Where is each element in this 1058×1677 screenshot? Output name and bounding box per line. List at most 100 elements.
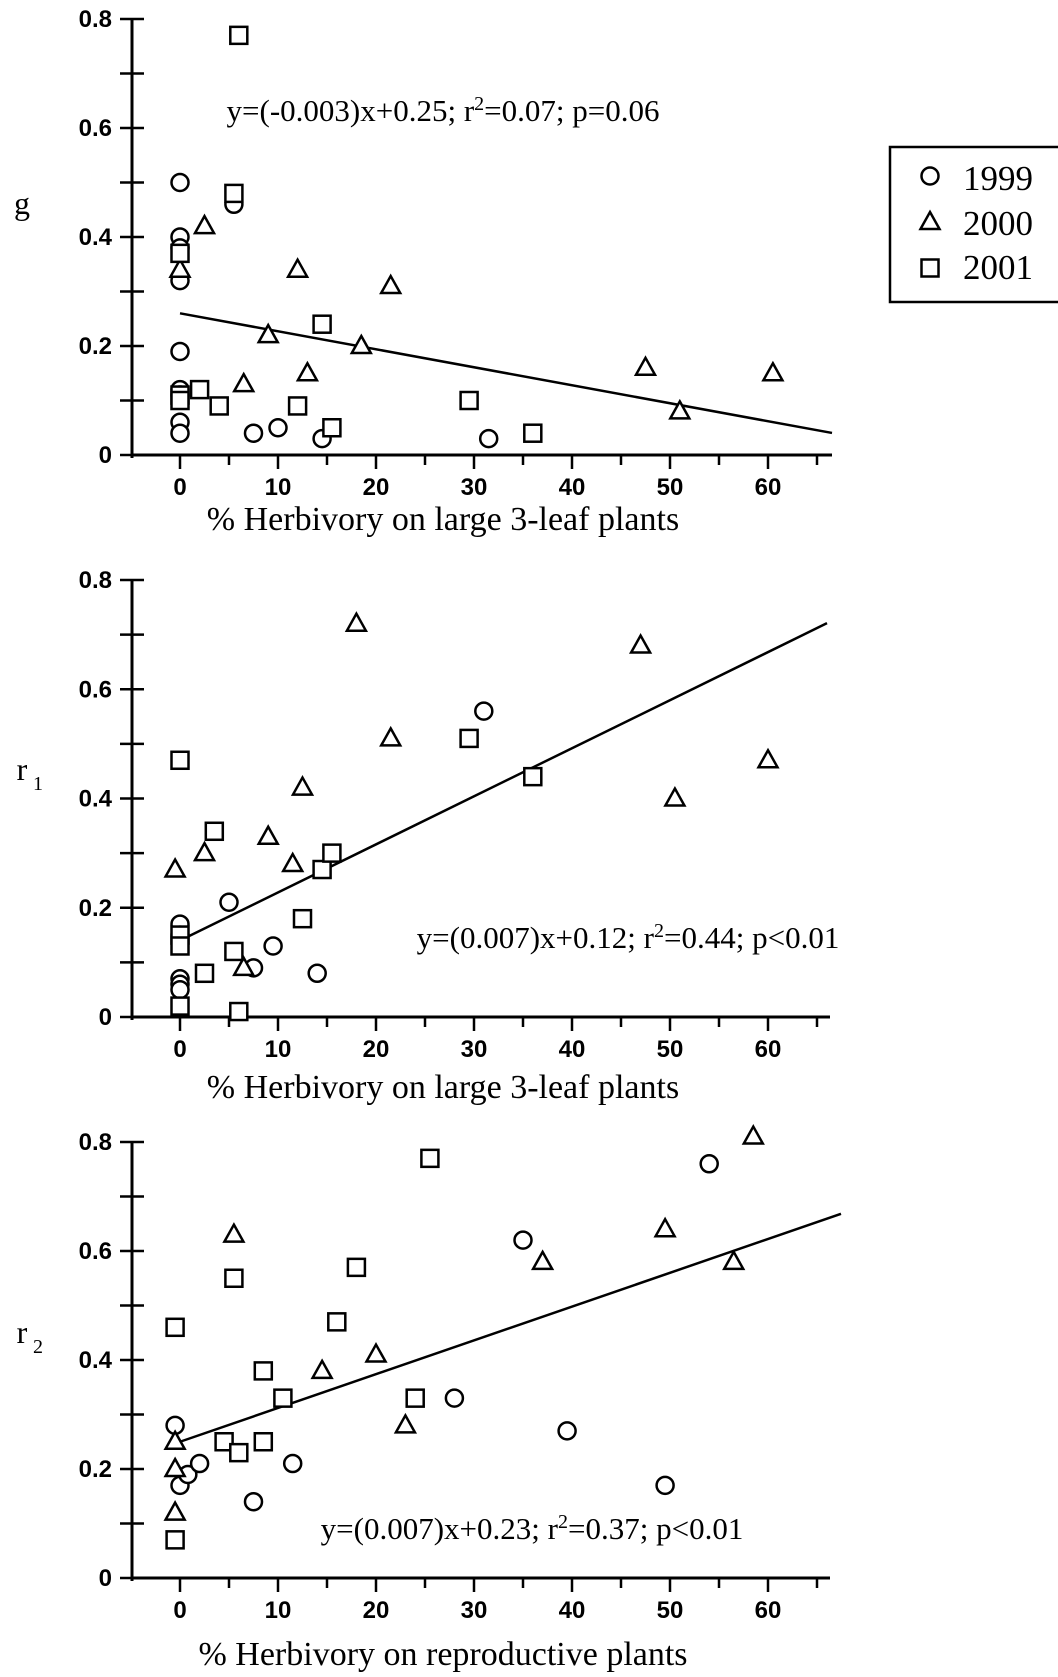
point-2001 <box>312 314 332 334</box>
point-2000 <box>163 1500 187 1521</box>
point-2001 <box>459 390 479 411</box>
y-tick-label: 0.6 <box>79 1238 112 1265</box>
x-tick-label: 60 <box>755 1036 782 1063</box>
point-2000 <box>232 955 256 977</box>
point-2000 <box>256 322 280 344</box>
point-2001 <box>229 1001 249 1022</box>
point-2000 <box>668 398 692 420</box>
point-1999 <box>189 1453 210 1474</box>
point-1999 <box>243 423 264 443</box>
y-tick-label: 0.8 <box>79 1129 112 1156</box>
point-2000 <box>379 273 403 295</box>
point-2001 <box>327 1312 347 1332</box>
point-1999 <box>699 1154 719 1174</box>
y-tick-label: 0.8 <box>79 567 112 594</box>
x-tick-label: 20 <box>363 1036 390 1063</box>
x-tick-label: 30 <box>461 1597 488 1624</box>
x-tick-label: 40 <box>559 1036 586 1063</box>
x-tick-label: 60 <box>755 1597 782 1624</box>
point-1999 <box>478 428 499 449</box>
y-tick-label: 0.2 <box>79 1456 112 1483</box>
x-tick-label: 10 <box>265 1597 292 1624</box>
point-2001 <box>194 963 215 984</box>
point-2000 <box>379 725 403 747</box>
y-axis-label: g <box>14 185 30 221</box>
point-2001 <box>170 390 190 411</box>
point-2000 <box>633 355 658 377</box>
x-tick-label: 0 <box>173 1597 186 1624</box>
y-tick-label: 0.4 <box>79 224 113 251</box>
point-2000 <box>761 360 785 382</box>
regression-annotation: y=(0.007)x+0.12; r2=0.44; p<0.01 <box>417 920 840 955</box>
x-tick-label: 10 <box>265 1036 292 1063</box>
point-2001 <box>165 1317 185 1338</box>
point-2001 <box>405 1388 425 1408</box>
y-tick-label: 0.4 <box>79 786 113 813</box>
point-2001 <box>224 941 244 962</box>
point-1999 <box>170 341 190 362</box>
y-axis-label: r <box>17 751 28 787</box>
point-2000 <box>285 257 310 278</box>
point-2001 <box>204 821 225 842</box>
point-2000 <box>168 257 192 278</box>
point-1999 <box>219 892 239 913</box>
x-tick-label: 20 <box>363 1597 390 1624</box>
point-2000 <box>222 1222 246 1243</box>
x-tick-label: 30 <box>461 474 488 501</box>
x-tick-label: 0 <box>173 1036 186 1063</box>
point-2000 <box>530 1249 555 1271</box>
point-2000 <box>163 1456 187 1478</box>
panel-r2: 0 0.2 0.4 0.6 0.8 0 10 20 30 40 50 60 % Herbivory on… <box>17 1123 842 1673</box>
point-2000 <box>163 856 187 878</box>
point-1999 <box>170 979 190 1000</box>
point-2000 <box>741 1123 765 1145</box>
x-tick-label: 20 <box>363 474 390 501</box>
panel-r1: 0 0.2 0.4 0.6 0.8 0 10 20 30 40 50 60 % Herbivory on… <box>17 567 840 1106</box>
point-2000 <box>290 775 315 796</box>
point-2001 <box>170 750 190 771</box>
point-2000 <box>344 611 369 632</box>
point-1999 <box>263 936 283 956</box>
point-2000 <box>281 851 305 873</box>
x-axis-label: % Herbivory on reproductive plants <box>198 1636 687 1673</box>
point-2000 <box>653 1216 677 1238</box>
point-2000 <box>349 333 373 355</box>
legend-label-2001: 2001 <box>963 248 1033 287</box>
point-2001 <box>459 728 479 749</box>
point-2001 <box>287 396 308 416</box>
point-1999 <box>474 701 494 721</box>
point-2001 <box>224 1268 244 1288</box>
point-1999 <box>513 1230 533 1250</box>
point-1999 <box>170 172 190 193</box>
point-2000 <box>628 632 653 654</box>
x-tick-label: 30 <box>461 1036 488 1063</box>
point-2001 <box>170 936 190 956</box>
point-2000 <box>393 1412 418 1434</box>
legend-marker-2000 <box>918 209 942 231</box>
x-tick-label: 60 <box>755 474 782 501</box>
point-1999 <box>655 1475 675 1496</box>
point-2001 <box>346 1257 367 1278</box>
x-tick-label: 40 <box>559 474 586 501</box>
point-2001 <box>224 183 244 204</box>
point-2001 <box>189 379 210 400</box>
x-tick-label: 10 <box>265 474 292 501</box>
x-axis-label: % Herbivory on large 3-leaf plants <box>207 501 679 538</box>
point-2001 <box>170 243 190 264</box>
y-tick-label: 0 <box>99 442 112 469</box>
legend-box <box>888 145 1058 304</box>
point-2000 <box>295 360 320 382</box>
point-2001 <box>209 396 229 416</box>
point-2001 <box>253 1361 274 1381</box>
point-2001 <box>170 996 190 1016</box>
point-2001 <box>292 908 313 929</box>
point-2000 <box>722 1249 746 1271</box>
y-tick-label: 0.6 <box>79 676 112 703</box>
point-1999 <box>282 1453 303 1474</box>
y-tick-label: 0.2 <box>79 333 112 360</box>
point-2000 <box>663 785 687 807</box>
point-2001 <box>322 418 342 438</box>
point-2001 <box>273 1388 293 1408</box>
legend-label-2000: 2000 <box>963 204 1033 243</box>
